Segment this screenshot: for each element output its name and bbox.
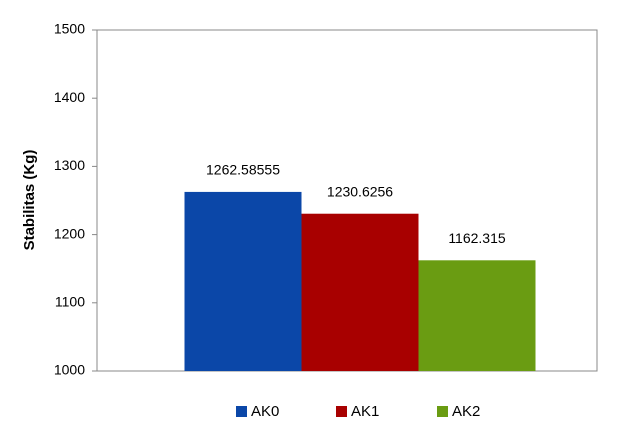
y-tick-label: 1100 (55, 294, 85, 310)
bar (418, 260, 536, 371)
data-label: 1162.315 (448, 230, 506, 246)
legend-label: AK0 (251, 403, 279, 420)
y-tick-label: 1000 (54, 362, 85, 378)
bar (301, 213, 419, 371)
bar (184, 191, 302, 371)
legend-label: AK1 (351, 403, 379, 420)
legend-swatch (236, 406, 247, 417)
y-axis-label: Stabilitas (Kg) (21, 150, 38, 251)
y-tick-label: 1300 (54, 157, 85, 173)
data-label: 1262.58555 (206, 162, 280, 178)
data-label: 1230.6256 (327, 183, 393, 199)
y-tick-label: 1400 (54, 89, 85, 105)
legend-swatch (437, 406, 448, 417)
legend-label: AK2 (452, 403, 480, 420)
legend-swatch (336, 406, 347, 417)
y-tick-label: 1500 (54, 21, 85, 37)
y-tick-label: 1200 (54, 225, 85, 241)
